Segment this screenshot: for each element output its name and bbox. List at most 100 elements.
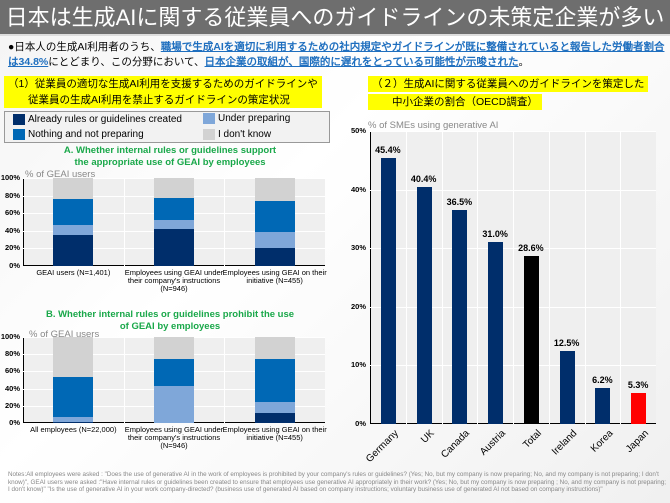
separator: [584, 131, 586, 424]
data-label: 6.2%: [592, 374, 613, 385]
bar-segment-i-don-t-know: [154, 337, 194, 359]
legend-swatch: [203, 129, 215, 140]
bar-segment-already-rules-or-guidelines-created: [254, 248, 295, 266]
bar-segment-nothing-and-not-preparing: [254, 200, 295, 232]
data-label: 5.3%: [627, 379, 649, 390]
data-label: 12.5%: [553, 337, 580, 348]
legend-item: Nothing and not preparing: [13, 129, 144, 140]
bar-segment-i-don-t-know: [154, 178, 194, 199]
x-category-label: Employees using GEAI on their initiative…: [222, 268, 327, 285]
chart-b-unit: % of GEAI users: [29, 329, 100, 340]
data-label: 45.4%: [375, 144, 401, 155]
y-tick-label: 40%: [350, 184, 366, 194]
chart-b-title: B. Whether internal rules or guidelines …: [45, 309, 295, 332]
x-category-label: Germany: [363, 428, 401, 465]
bar-segment-nothing-and-not-preparing: [53, 199, 94, 225]
bar-segment-under-preparing: [53, 224, 94, 236]
section2-heading: （２）生成AIに関する従業員へのガイドラインを策定した 中小企業の割合（OECD…: [368, 76, 649, 110]
separator: [224, 337, 226, 423]
x-category-label: Ireland: [550, 428, 580, 458]
y-tick-label: 20%: [4, 400, 20, 410]
legend-item: I don't know: [203, 129, 271, 140]
x-category-label: Employees using GEAI under their company…: [124, 268, 224, 293]
x-category-label: GEAI users (N=1,401): [36, 268, 111, 277]
x-category-label: Employees using GEAI under their company…: [124, 425, 224, 450]
bar-japan: [631, 392, 647, 424]
bullet: ●: [8, 41, 15, 53]
separator: [441, 131, 443, 424]
chart-c-unit: % of SMEs using generative AI: [368, 120, 499, 131]
y-tick-label: 80%: [4, 190, 20, 200]
x-category-label: UK: [418, 428, 437, 446]
separator: [224, 178, 226, 266]
section2-line2: 中小企業の割合（OECD調査）: [368, 94, 542, 110]
legend-item: Under preparing: [203, 113, 290, 124]
legend-label: I don't know: [218, 129, 272, 140]
chart-a-title: A. Whether internal rules or guidelines …: [63, 145, 277, 168]
chart-a-unit: % of GEAI users: [25, 169, 96, 180]
bar-segment-already-rules-or-guidelines-created: [53, 235, 94, 266]
y-tick-label: 0%: [355, 419, 366, 428]
section1-line1: （1）従業員の適切な生成AI利用を支援するためのガイドラインや: [4, 76, 322, 92]
bar-segment-under-preparing: [254, 231, 295, 249]
y-tick-label: 60%: [4, 208, 20, 218]
bar-korea: [595, 387, 611, 424]
y-tick-label: 50%: [350, 126, 366, 135]
data-label: 40.4%: [410, 174, 437, 185]
y-tick-label: 100%: [0, 332, 20, 341]
bar-segment-under-preparing: [254, 402, 295, 413]
x-category-label: Austria: [478, 428, 508, 458]
x-category-label: Employees using GEAI on their initiative…: [222, 425, 327, 442]
separator: [123, 337, 125, 423]
separator: [620, 131, 622, 424]
y-tick-label: 100%: [0, 173, 20, 182]
y-tick-label: 40%: [4, 225, 20, 235]
bar-total: [523, 256, 539, 424]
bar-segment-under-preparing: [53, 416, 94, 423]
legend-label: Nothing and not preparing: [28, 129, 144, 140]
separator: [513, 131, 514, 424]
bar-segment-nothing-and-not-preparing: [154, 198, 194, 221]
bar-segment-already-rules-or-guidelines-created: [53, 422, 94, 423]
y-tick-label: 0%: [9, 418, 20, 427]
separator: [548, 131, 550, 424]
separator: [405, 131, 407, 424]
legend: Already rules or guidelines created Unde…: [4, 111, 330, 143]
legend-label: Already rules or guidelines created: [28, 114, 182, 125]
bar-segment-i-don-t-know: [254, 178, 295, 201]
x-category-label: Korea: [588, 428, 616, 455]
bar-canada: [452, 210, 468, 424]
separator: [477, 131, 479, 424]
lead-part: 日本人の生成AI利用者のうち、: [14, 41, 161, 53]
bar-ireland: [559, 350, 575, 424]
lead-part: 。: [518, 56, 529, 68]
legend-swatch: [203, 113, 215, 124]
legend-label: Under preparing: [218, 113, 291, 124]
bar-austria: [488, 242, 504, 424]
y-tick-label: 0%: [9, 261, 20, 270]
x-category-label: All employees (N=22,000): [30, 425, 117, 434]
bar-segment-i-don-t-know: [53, 337, 94, 378]
y-tick-label: 80%: [4, 349, 20, 359]
legend-swatch: [13, 129, 25, 140]
notes: Notes:All employees were asked : "Does t…: [8, 471, 667, 493]
page-title: 日本は生成AIに関する従業員へのガイドラインの未策定企業が多い: [0, 0, 670, 36]
data-label: 31.0%: [482, 229, 508, 240]
x-category-label: Japan: [623, 428, 651, 456]
lead-highlight: 職場で生成AIを適切に利用するための社内規定やガイドラインが既に整備されていると…: [8, 41, 665, 68]
bar-segment-under-preparing: [154, 220, 194, 230]
x-category-label: Canada: [439, 428, 473, 461]
data-label: 28.6%: [518, 243, 544, 254]
section1-line2: 従業員の生成AI利用を禁止するガイドラインの策定状況: [4, 92, 322, 108]
section1-heading: （1）従業員の適切な生成AI利用を支援するためのガイドラインや 従業員の生成AI…: [4, 76, 322, 108]
y-tick-label: 10%: [350, 360, 366, 370]
legend-item: Already rules or guidelines created: [13, 114, 182, 125]
bar-segment-nothing-and-not-preparing: [154, 358, 194, 387]
separator: [123, 178, 125, 266]
lead-highlight: 日本企業の取組が、国際的に遅れをとっている可能性が示唆された: [204, 56, 519, 68]
y-tick-label: 60%: [4, 366, 20, 376]
x-category-label: Total: [520, 428, 544, 451]
lead-part: にとどまり、この分野において、: [48, 56, 205, 68]
bar-segment-nothing-and-not-preparing: [254, 358, 295, 403]
bar-segment-i-don-t-know: [254, 337, 295, 359]
